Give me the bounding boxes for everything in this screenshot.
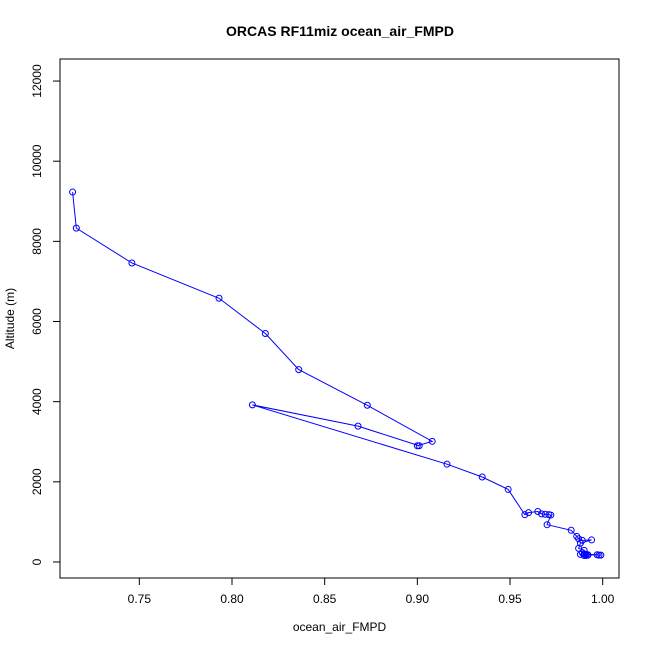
y-axis-label: Altitude (m) [3,288,17,349]
plot-frame [59,58,620,579]
data-point [295,366,303,374]
data-point [525,509,533,517]
chart-title: ORCAS RF11miz ocean_air_FMPD [226,23,454,39]
data-point [543,521,551,529]
y-tick-label: 12000 [30,64,44,98]
data-point [261,330,269,338]
x-axis: 0.75 0.80 0.85 0.90 0.95 1.00 [128,577,615,606]
data-point [521,511,529,519]
data-point [69,188,77,196]
data-point [443,460,451,468]
x-tick-label: 0.90 [406,592,430,606]
series-line [72,192,601,557]
x-tick-label: 0.80 [220,592,244,606]
data-point [597,551,605,559]
x-tick-label: 0.95 [498,592,522,606]
series-layer [69,188,605,560]
x-tick-label: 1.00 [591,592,615,606]
data-point [72,224,80,232]
x-tick-label: 0.85 [313,592,337,606]
data-point [547,511,555,519]
data-point [538,510,546,518]
data-point [215,294,223,302]
data-point [584,551,592,559]
y-tick-label: 6000 [30,308,44,335]
data-point [413,442,421,450]
data-point [128,259,136,267]
data-point [575,535,583,543]
y-tick-label: 0 [30,558,44,565]
y-tick-label: 4000 [30,388,44,415]
data-point [354,422,362,430]
data-point [534,507,542,515]
data-point [567,526,575,534]
y-tick-label: 2000 [30,468,44,495]
y-axis: 0 2000 4000 6000 8000 10000 12000 [30,64,61,565]
x-axis-label: ocean_air_FMPD [293,620,387,634]
x-tick-label: 0.75 [128,592,152,606]
data-point [478,473,486,481]
data-point [588,536,596,544]
y-tick-label: 8000 [30,228,44,255]
data-point [595,551,603,559]
data-point [428,437,436,445]
y-tick-label: 10000 [30,144,44,178]
data-point [504,485,512,493]
data-point [363,401,371,409]
data-point [415,442,423,450]
data-point [248,401,256,409]
